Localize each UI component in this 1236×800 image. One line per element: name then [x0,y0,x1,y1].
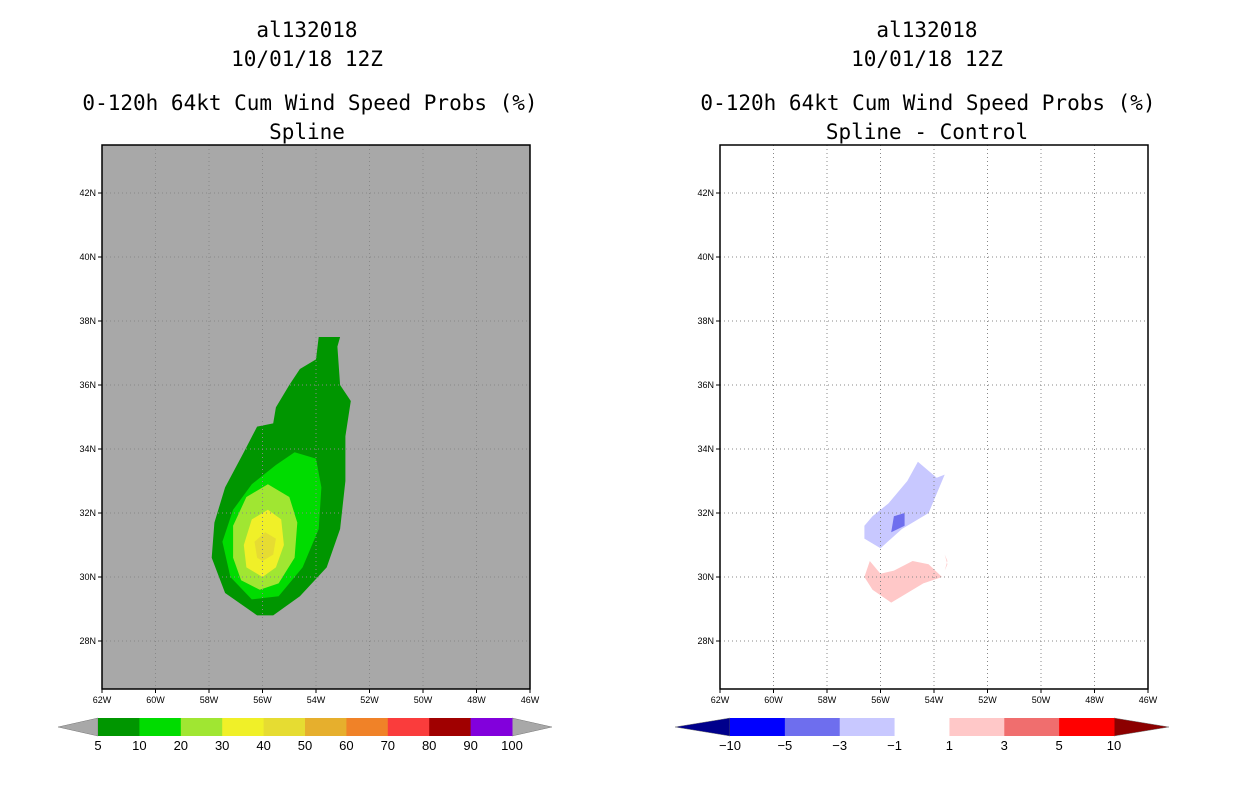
left-colorbar-label-5: 50 [298,738,312,753]
right-colorbar-swatch-3 [894,718,950,736]
right-colorbar-label-1: −5 [777,738,792,753]
left-xtick-label-6: 50W [414,695,433,705]
right-colorbar-swatch-6 [1059,718,1115,736]
left-colorbar-label-2: 20 [174,738,188,753]
left-xtick-label-8: 46W [521,695,540,705]
right-ytick-label-1: 30N [697,572,714,582]
left-colorbar-label-0: 5 [94,738,101,753]
right-ytick-label-0: 28N [697,636,714,646]
left-colorbar-label-4: 40 [256,738,270,753]
left-ytick-label-6: 40N [79,252,96,262]
left-colorbar-extend-high [511,717,553,737]
right-chart-title: 0-120h 64kt Cum Wind Speed Probs (%) [700,91,1156,115]
left-xtick-label-3: 56W [253,695,272,705]
right-ytick-label-4: 36N [697,380,714,390]
left-xtick-label-4: 54W [307,695,326,705]
right-xtick-label-6: 50W [1032,695,1051,705]
left-colorbar-swatch-2 [180,718,223,736]
right-colorbar-extend-high [1113,717,1170,737]
right-ytick-label-3: 34N [697,444,714,454]
left-xtick-label-7: 48W [467,695,486,705]
left-colorbar-swatch-3 [222,718,265,736]
right-storm-id: al132018 [876,18,978,42]
right-plot-group: 62W 60W 58W 56W 54W 52W 50W 48W 46W 28N 30N 32N 34N 3… [697,144,1158,705]
left-ytick-label-1: 30N [79,572,96,582]
left-colorbar-swatch-4 [263,718,306,736]
right-colorbar-label-5: 3 [1001,738,1008,753]
left-ytick-label-5: 38N [79,316,96,326]
left-ytick-label-4: 36N [79,380,96,390]
right-xtick-label-1: 60W [764,695,783,705]
right-colorbar-label-0: −10 [719,738,741,753]
left-ytick-label-7: 42N [79,188,96,198]
left-colorbar-swatch-8 [429,718,472,736]
left-colorbar-label-1: 10 [132,738,146,753]
right-contour-0 [864,461,945,549]
right-xtick-label-3: 56W [871,695,890,705]
right-contour-2 [864,561,942,603]
left-colorbar-swatch-0 [98,718,140,736]
right-xtick-label-8: 46W [1139,695,1158,705]
right-ytick-label-6: 40N [697,252,714,262]
left-plot-frame [101,144,531,690]
right-colorbar-swatch-1 [784,718,841,736]
left-plot-group: 62W 60W 58W 56W 54W 52W 50W 48W 46W 28N 30N 32N 34N 3… [79,144,540,705]
right-colorbar-swatch-5 [1004,718,1060,736]
left-xtick-label-5: 52W [360,695,379,705]
left-colorbar-label-10: 100 [501,738,523,753]
left-colorbar-swatch-1 [139,718,182,736]
right-xtick-label-7: 48W [1085,695,1104,705]
right-colorbar-label-6: 5 [1056,738,1063,753]
left-colorbar-swatch-5 [305,718,347,736]
left-colorbar-swatch-9 [470,718,513,736]
left-colorbar-swatch-7 [387,718,430,736]
right-datetime: 10/01/18 12Z [851,47,1003,71]
left-ytick-label-2: 32N [79,508,96,518]
left-chart-title: 0-120h 64kt Cum Wind Speed Probs (%) [82,91,538,115]
right-colorbar-swatch-0 [730,718,786,736]
left-ytick-label-3: 34N [79,444,96,454]
left-xtick-label-2: 58W [200,695,219,705]
right-xtick-label-2: 58W [818,695,837,705]
left-colorbar-label-7: 70 [381,738,395,753]
left-colorbar-label-8: 80 [422,738,436,753]
right-colorbar-label-2: −3 [832,738,847,753]
right-plot-frame [719,144,1149,690]
right-xtick-label-4: 54W [925,695,944,705]
left-colorbar-extend-low [57,717,99,737]
left-colorbar-label-3: 30 [215,738,229,753]
left-xtick-label-0: 62W [93,695,112,705]
left-colorbar-label-9: 90 [463,738,477,753]
left-colorbar-label-6: 60 [339,738,353,753]
left-datetime: 10/01/18 12Z [231,47,383,71]
left-chart-subtitle: Spline [269,120,345,144]
right-colorbar: −10 −5 −3 −1 1 3 5 10 [674,717,1170,753]
right-colorbar-label-7: 10 [1107,738,1121,753]
left-storm-id: al132018 [256,18,358,42]
right-xtick-label-0: 62W [711,695,730,705]
right-colorbar-extend-low [674,717,731,737]
right-ytick-label-5: 38N [697,316,714,326]
right-colorbar-label-4: 1 [946,738,953,753]
right-colorbar-label-3: −1 [887,738,902,753]
left-xtick-label-1: 60W [146,695,165,705]
right-xtick-label-5: 52W [978,695,997,705]
left-colorbar-swatch-6 [346,718,389,736]
right-colorbar-swatch-4 [949,718,1005,736]
left-ytick-label-0: 28N [79,636,96,646]
left-contour-4 [254,532,276,561]
right-contour-1 [891,513,905,533]
right-ytick-label-7: 42N [697,188,714,198]
left-colorbar: 5 10 20 30 40 50 60 70 80 90 100 [57,717,553,753]
right-colorbar-swatch-2 [839,718,896,736]
right-chart-subtitle: Spline - Control [825,120,1029,144]
right-ytick-label-2: 32N [697,508,714,518]
